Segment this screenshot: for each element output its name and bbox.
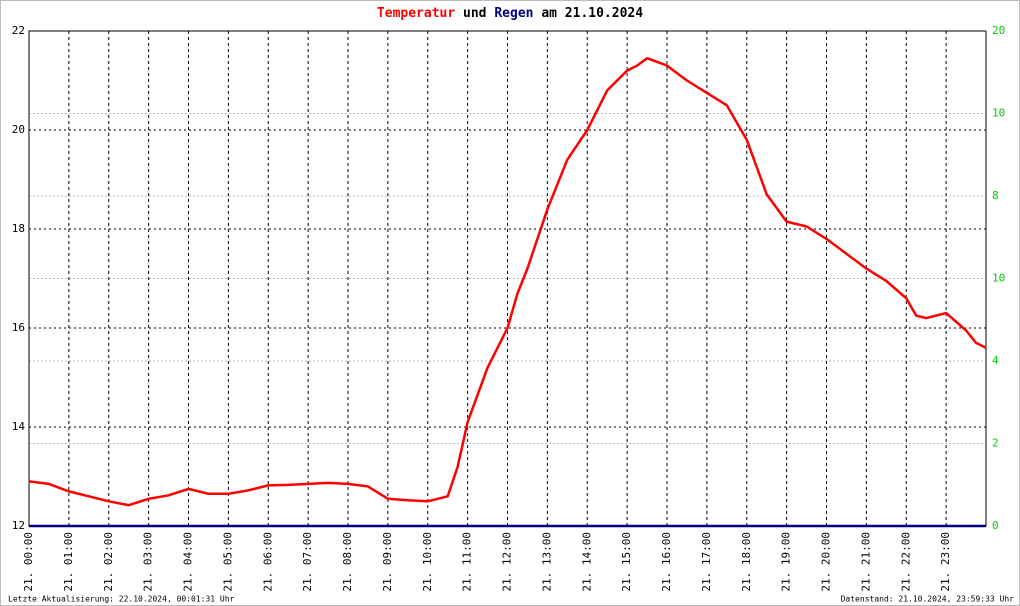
y2-tick-label: 20 [992, 24, 1005, 37]
title-series: Temperatur [377, 6, 455, 21]
y2-tick-label: 10 [992, 107, 1005, 120]
x-tick-label: 21. 02:00 [102, 532, 115, 592]
x-tick-label: 21. 11:00 [461, 532, 474, 592]
y-tick-label: 20 [12, 123, 25, 136]
x-tick-label: 21. 22:00 [899, 532, 912, 592]
x-tick-label: 21. 05:00 [221, 532, 234, 592]
x-tick-label: 21. 12:00 [501, 532, 514, 592]
title-text: am 21.10.2024 [541, 6, 643, 21]
y-tick-label: 12 [12, 519, 25, 532]
y-tick-label: 22 [12, 24, 25, 37]
series-line [28, 56, 987, 507]
x-tick-label: 21. 19:00 [780, 532, 793, 592]
x-tick-label: 21. 21:00 [859, 532, 872, 592]
title-series: Regen [494, 6, 533, 21]
x-tick-label: 21. 06:00 [261, 532, 274, 592]
x-tick-label: 21. 04:00 [182, 532, 195, 592]
y2-tick-label: 8 [992, 189, 999, 202]
y-tick-label: 18 [12, 222, 25, 235]
x-tick-label: 21. 23:00 [939, 532, 952, 592]
title-text: und [463, 6, 486, 21]
chart-title: Temperatur und Regen am 21.10.2024 [377, 6, 643, 21]
y2-tick-label: 0 [992, 519, 999, 532]
y-tick-label: 14 [12, 420, 26, 433]
footer-right: Datenstand: 21.10.2024, 23:59:33 Uhr [841, 595, 1015, 604]
x-tick-label: 21. 00:00 [22, 532, 35, 592]
y-tick-label: 16 [12, 321, 25, 334]
y2-tick-label: 10 [992, 272, 1005, 285]
x-tick-label: 21. 17:00 [700, 532, 713, 592]
x-tick-label: 21. 07:00 [301, 532, 314, 592]
x-tick-label: 21. 20:00 [820, 532, 833, 592]
x-tick-label: 21. 01:00 [62, 532, 75, 592]
x-tick-label: 21. 03:00 [142, 532, 155, 592]
x-tick-label: 21. 08:00 [341, 532, 354, 592]
x-tick-label: 21. 09:00 [381, 532, 394, 592]
x-tick-label: 21. 18:00 [740, 532, 753, 592]
y2-tick-label: 2 [992, 437, 999, 450]
x-tick-label: 21. 14:00 [580, 532, 593, 592]
x-tick-label: 21. 16:00 [660, 532, 673, 592]
footer-left: Letzte Aktualisierung: 22.10.2024, 00:01… [8, 595, 235, 604]
x-tick-label: 21. 13:00 [540, 532, 553, 592]
x-tick-label: 21. 15:00 [620, 532, 633, 592]
x-tick-label: 21. 10:00 [421, 532, 434, 592]
y2-tick-label: 4 [992, 354, 999, 367]
